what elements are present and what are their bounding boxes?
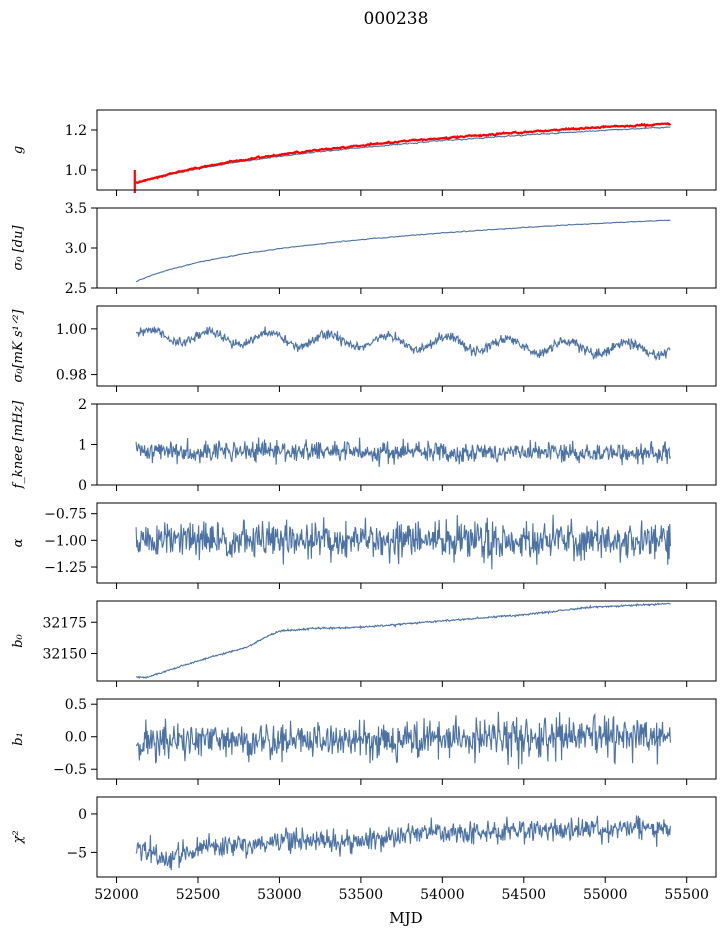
- axes-frame: [96, 207, 717, 289]
- series-line-3-0: [135, 437, 671, 467]
- x-tick-label: 55500: [664, 887, 709, 903]
- y-tick-label: 0.98: [56, 368, 87, 384]
- panel-alpha: −1.25 −1.00 −0.75 α: [11, 502, 717, 589]
- series-line-1-0: [136, 219, 671, 283]
- series-line-5-0: [135, 602, 671, 679]
- y-tick-label: 0.5: [65, 697, 87, 713]
- axes-frame: [96, 109, 717, 191]
- y-axis-label: σ₀ [du]: [11, 225, 26, 271]
- y-axis-label: χ²: [11, 830, 26, 844]
- y-axis-label: f_knee [mHz]: [11, 400, 26, 490]
- y-tick-label: 32150: [42, 647, 87, 663]
- x-tick-label: 53500: [339, 887, 384, 903]
- panel-b1: −0.5 0.0 0.5 b₁: [11, 697, 717, 785]
- y-tick-label: 3.5: [65, 201, 87, 217]
- x-tick-label: 52000: [94, 887, 139, 903]
- series-line-0-1: [135, 122, 672, 184]
- y-tick-label: 32175: [42, 615, 87, 631]
- series-line-7-0: [135, 815, 671, 871]
- y-tick-label: 0: [78, 807, 87, 823]
- y-tick-label: 1.0: [65, 163, 87, 179]
- axes-frame: [96, 403, 717, 486]
- y-axis-label: σ₀[mK s¹ᐟ²]: [11, 309, 26, 383]
- series-line-2-0: [135, 325, 671, 362]
- panel-fknee: 0 1 2 f_knee [mHz]: [11, 397, 717, 494]
- y-tick-label: 1.00: [56, 322, 87, 338]
- axes-frame: [96, 698, 717, 780]
- y-tick-label: 3.0: [65, 241, 87, 257]
- y-tick-label: 1: [78, 438, 87, 454]
- series-line-0-0: [135, 126, 671, 184]
- x-tick-label: 53000: [257, 887, 302, 903]
- y-tick-label: −1.25: [44, 560, 87, 576]
- y-tick-label: 2: [78, 397, 87, 413]
- y-tick-label: 0: [78, 478, 87, 494]
- axes-frame: [96, 305, 717, 387]
- y-tick-label: 2.5: [65, 281, 87, 297]
- y-tick-label: 1.2: [65, 123, 87, 139]
- x-axis-label: MJD: [389, 909, 422, 927]
- panel-chi2: −5 0 χ² 52000 52500 53000 53500 54000 54500 55000…: [11, 796, 717, 903]
- axes-frame: [96, 796, 717, 878]
- y-tick-label: −0.5: [53, 762, 87, 778]
- y-axis-label: α: [11, 538, 26, 547]
- y-axis-label: b₁: [11, 732, 26, 746]
- x-tick-label: 55000: [583, 887, 628, 903]
- y-axis-label: g: [11, 146, 26, 154]
- x-tick-label: 54000: [420, 887, 465, 903]
- axes-frame: [96, 502, 717, 584]
- x-tick-label: 54500: [502, 887, 547, 903]
- series-line-4-0: [135, 514, 671, 570]
- x-tick-label: 52500: [176, 887, 221, 903]
- series-line-6-0: [135, 711, 671, 770]
- y-axis-label: b₀: [11, 633, 26, 647]
- y-tick-label: 0.0: [65, 730, 87, 746]
- panel-sigma0-du: 2.5 3.0 3.5 σ₀ [du]: [11, 201, 717, 297]
- panel-b0: 32150 32175 b₀: [11, 600, 717, 687]
- panel-g: 1.0 1.2 g: [11, 109, 717, 196]
- y-tick-label: −5: [66, 845, 87, 861]
- panel-sigma0-mk: 0.98 1.00 σ₀[mK s¹ᐟ²]: [11, 305, 717, 392]
- figure-title: 000238: [364, 9, 429, 29]
- axes-frame: [96, 600, 717, 682]
- y-tick-label: −1.00: [44, 533, 87, 549]
- y-tick-label: −0.75: [44, 507, 87, 523]
